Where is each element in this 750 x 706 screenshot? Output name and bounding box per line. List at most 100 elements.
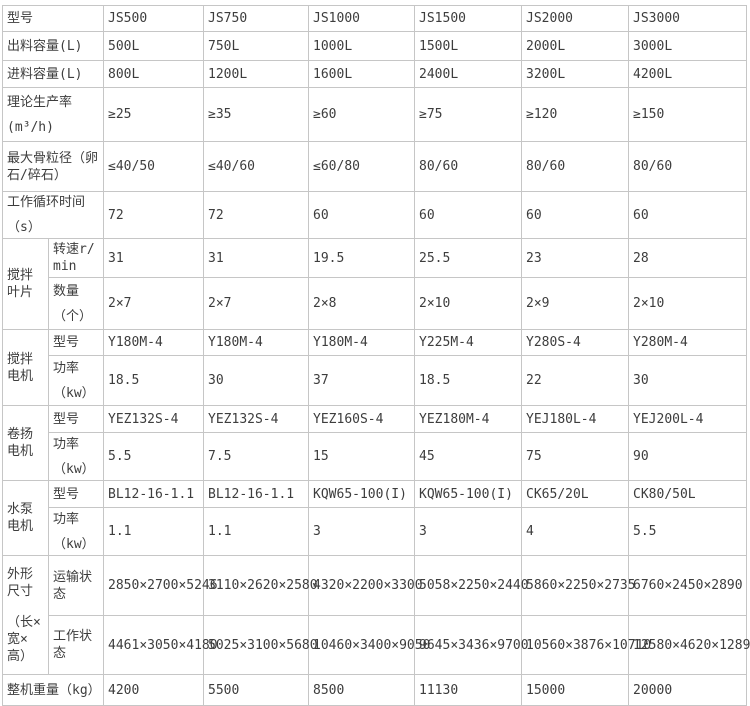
row-label-cell: 型号 xyxy=(1,5,105,32)
value-cell: 60 xyxy=(628,191,748,239)
table-row: 搅拌叶片 转速r/min 31 31 19.5 25.5 23 28 xyxy=(2,238,748,330)
value-cell: 80/60 xyxy=(628,141,748,192)
value-cell: ≤60/80 xyxy=(308,141,416,192)
cell-text-line: 型号 xyxy=(53,411,80,427)
value-cell: 90 xyxy=(628,432,748,481)
cell-text-line: 功率 xyxy=(53,436,80,452)
value-cell: 5.5 xyxy=(628,507,748,556)
value-cell: 5025×3100×5680 xyxy=(203,615,318,675)
value-cell: 80/60 xyxy=(521,141,630,192)
value-cell: 750L xyxy=(203,31,310,61)
value-cell: KQW65-100(I) xyxy=(414,480,523,508)
table-row: 外形尺寸 （长×宽×高） 运输状态 2850×2700×5246 3110×2620×2… xyxy=(2,555,748,675)
value-cell: Y280S-4 xyxy=(521,329,630,356)
row-sublabel-cell: 数量 （个） xyxy=(47,277,105,330)
cell-text-line: （s） xyxy=(7,220,41,235)
cell-text-line: 搅拌叶片 xyxy=(7,268,34,300)
cell-text-line: 工作循环时间 xyxy=(7,195,86,210)
value-cell: 4461×3050×4180 xyxy=(103,615,218,675)
table-row: 整机重量（kg） 4200 5500 8500 11130 15000 20000 xyxy=(1,674,748,706)
value-cell: 1600L xyxy=(308,60,416,88)
value-cell: 1.1 xyxy=(203,507,310,556)
table-row: 型号 JS500 JS750 JS1000 JS1500 JS2000 JS3000 xyxy=(1,5,748,32)
value-cell: Y180M-4 xyxy=(308,329,416,356)
row-group-cell: 卷扬电机 xyxy=(2,405,49,481)
cell-text-line: 型号 xyxy=(53,335,80,350)
value-cell: JS1500 xyxy=(414,5,523,32)
row-sublabel-cell: 工作状态 xyxy=(47,615,105,675)
row-sublabel-cell: 型号 xyxy=(47,480,105,508)
value-cell: 23 xyxy=(521,238,630,278)
value-cell: 28 xyxy=(628,238,748,278)
row-sublabel-cell: 转速r/min xyxy=(47,238,105,278)
value-cell: JS500 xyxy=(103,5,205,32)
value-cell: JS1000 xyxy=(308,5,416,32)
value-cell: 2×8 xyxy=(308,277,416,330)
row-label-cell: 整机重量（kg） xyxy=(1,674,105,706)
value-cell: 72 xyxy=(203,191,310,239)
value-cell: Y280M-4 xyxy=(628,329,748,356)
value-cell: 5500 xyxy=(203,674,310,706)
row-group-cell: 搅拌叶片 xyxy=(2,238,49,330)
row-label-cell: 出料容量(L) xyxy=(1,31,105,61)
value-cell: 1500L xyxy=(414,31,523,61)
value-cell: 7.5 xyxy=(203,432,310,481)
value-cell: 4200L xyxy=(628,60,748,88)
value-cell: 9645×3436×9700 xyxy=(414,615,529,675)
cell-text-line: 理论生产率 xyxy=(7,94,73,110)
cell-text-line: （个） xyxy=(53,308,93,324)
cell-text-line: 数量 xyxy=(53,283,80,299)
value-cell: 2×10 xyxy=(414,277,523,330)
table-row: 水泵电机 型号 BL12-16-1.1 BL12-16-1.1 KQW65-100(I)… xyxy=(2,480,748,556)
value-cell: 4200 xyxy=(103,674,205,706)
table-row: 最大骨粒径（卵石/碎石） ≤40/50 ≤40/60 ≤60/80 80/60 80/60… xyxy=(1,141,748,192)
cell-text-line: 转速r/min xyxy=(53,242,95,274)
cell-text-line: 运输状态 xyxy=(53,569,93,602)
row-group-cell: 外形尺寸 （长×宽×高） xyxy=(2,555,49,675)
table-row: 理论生产率 (m³/h) ≥25 ≥35 ≥60 ≥75 ≥120 ≥150 xyxy=(1,87,748,142)
value-cell: 60 xyxy=(521,191,630,239)
value-cell: ≥75 xyxy=(414,87,523,142)
value-cell: 10460×3400×9050 xyxy=(308,615,430,675)
table-row: 进料容量(L) 800L 1200L 1600L 2400L 3200L 4200L xyxy=(1,60,748,88)
cell-text-line: 外形尺寸 xyxy=(7,566,34,599)
value-cell: CK80/50L xyxy=(628,480,748,508)
spec-table-body: 型号 JS500 JS750 JS1000 JS1500 JS2000 JS3000 出料容量… xyxy=(1,5,750,706)
value-cell: 45 xyxy=(414,432,523,481)
value-cell: ≤40/50 xyxy=(103,141,205,192)
value-cell: JS3000 xyxy=(628,5,748,32)
row-sublabel-cell: 功率 （kw） xyxy=(47,507,105,556)
value-cell: Y225M-4 xyxy=(414,329,523,356)
cell-text-line: 型号 xyxy=(7,11,34,26)
cell-text-line: 出料容量(L) xyxy=(7,38,83,54)
row-sublabel-cell: 型号 xyxy=(47,329,105,356)
cell-text-line: 水泵电机 xyxy=(7,502,34,534)
value-cell: Y180M-4 xyxy=(203,329,310,356)
value-cell: 1200L xyxy=(203,60,310,88)
value-cell: 80/60 xyxy=(414,141,523,192)
cell-text-line: 卷扬电机 xyxy=(7,427,34,459)
value-cell: ≥35 xyxy=(203,87,310,142)
value-cell: YEZ160S-4 xyxy=(308,405,416,433)
value-cell: 500L xyxy=(103,31,205,61)
row-label-cell: 理论生产率 (m³/h) xyxy=(1,87,105,142)
value-cell: 18.5 xyxy=(103,355,205,406)
cell-text-line: 型号 xyxy=(53,486,80,502)
value-cell: 2400L xyxy=(414,60,523,88)
value-cell: 31 xyxy=(203,238,310,278)
value-cell: 15000 xyxy=(521,674,630,706)
cell-text-line: 最大骨粒径（卵石/碎石） xyxy=(7,150,99,183)
value-cell: 60 xyxy=(414,191,523,239)
value-cell: 75 xyxy=(521,432,630,481)
value-cell: 30 xyxy=(203,355,310,406)
value-cell: ≥150 xyxy=(628,87,748,142)
row-sublabel-cell: 运输状态 xyxy=(47,555,105,616)
table-row: 工作循环时间 （s） 72 72 60 60 60 60 xyxy=(1,191,748,239)
value-cell: BL12-16-1.1 xyxy=(103,480,205,508)
cell-text-line: 整机重量（kg） xyxy=(7,682,101,698)
value-cell: 2×7 xyxy=(103,277,205,330)
cell-text-line: （长×宽×高） xyxy=(7,614,41,664)
spec-table: 型号 JS500 JS750 JS1000 JS1500 JS2000 JS3000 出料容量… xyxy=(1,5,750,706)
value-cell: YEZ132S-4 xyxy=(203,405,310,433)
